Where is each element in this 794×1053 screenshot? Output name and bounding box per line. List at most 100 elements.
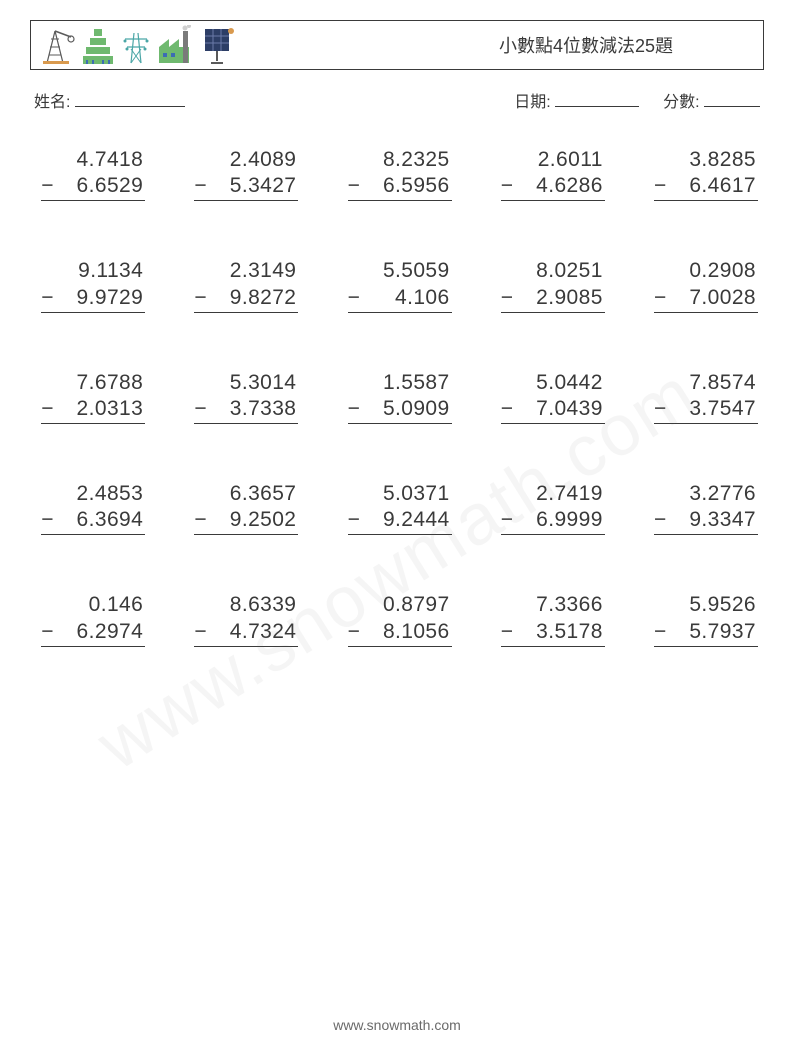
problem: 7.6788−2.0313 [41,369,145,424]
problem: 8.0251−2.9085 [501,257,605,312]
subtrahend: 2.0313 [55,397,145,421]
minuend: 3.8285 [654,146,758,174]
problem: 5.5059−4.106 [348,257,452,312]
problem: 5.9526−5.7937 [654,591,758,646]
operator: − [501,286,515,310]
operator: − [654,620,668,644]
minuend: 5.3014 [194,369,298,397]
subtrahend-row: −6.3694 [41,508,145,535]
minuend: 3.2776 [654,480,758,508]
operator: − [348,508,362,532]
subtrahend-row: −5.7937 [654,620,758,647]
subtrahend: 9.9729 [55,286,145,310]
subtrahend: 3.5178 [515,620,605,644]
operator: − [348,286,362,310]
operator: − [501,397,515,421]
subtrahend: 6.6529 [55,174,145,198]
operator: − [501,174,515,198]
solar-icon [201,25,235,65]
header-icons [41,25,235,65]
name-field: 姓名: [34,88,514,112]
minuend: 2.6011 [501,146,605,174]
subtrahend: 6.5956 [362,174,452,198]
subtrahend: 6.2974 [55,620,145,644]
subtrahend: 6.9999 [515,508,605,532]
worksheet-title: 小數點4位數減法25題 [235,32,753,58]
minuend: 5.0442 [501,369,605,397]
name-label: 姓名: [34,94,70,111]
subtrahend-row: −6.2974 [41,620,145,647]
minuend: 7.8574 [654,369,758,397]
minuend: 6.3657 [194,480,298,508]
operator: − [348,620,362,644]
operator: − [194,620,208,644]
score-label: 分數: [663,94,699,111]
title-bar: 小數點4位數減法25題 [30,20,764,70]
subtrahend-row: −4.106 [348,286,452,313]
minuend: 2.4089 [194,146,298,174]
minuend: 7.6788 [41,369,145,397]
problem: 3.8285−6.4617 [654,146,758,201]
problem: 8.6339−4.7324 [194,591,298,646]
problem: 5.0371−9.2444 [348,480,452,535]
subtrahend: 9.3347 [668,508,758,532]
problem: 9.1134−9.9729 [41,257,145,312]
minuend: 5.0371 [348,480,452,508]
footer-url: www.snowmath.com [0,1017,794,1033]
problem: 2.6011−4.6286 [501,146,605,201]
subtrahend: 7.0439 [515,397,605,421]
problem: 5.3014−3.7338 [194,369,298,424]
problem: 7.8574−3.7547 [654,369,758,424]
operator: − [501,620,515,644]
subtrahend: 4.6286 [515,174,605,198]
name-blank[interactable] [75,91,185,107]
date-field: 日期: [514,88,639,112]
subtrahend-row: −7.0028 [654,286,758,313]
meta-row: 姓名: 日期: 分數: [30,88,764,112]
subtrahend: 5.0909 [362,397,452,421]
problem: 2.3149−9.8272 [194,257,298,312]
minuend: 8.2325 [348,146,452,174]
problem: 0.8797−8.1056 [348,591,452,646]
subtrahend: 3.7547 [668,397,758,421]
operator: − [41,174,55,198]
subtrahend-row: −6.9999 [501,508,605,535]
date-blank[interactable] [555,91,639,107]
subtrahend: 7.0028 [668,286,758,310]
subtrahend-row: −6.6529 [41,174,145,201]
problem: 6.3657−9.2502 [194,480,298,535]
factory-icon [157,25,195,65]
operator: − [654,286,668,310]
subtrahend: 5.3427 [208,174,298,198]
plant-icon [81,25,115,65]
subtrahend: 4.106 [362,286,452,310]
operator: − [41,397,55,421]
score-blank[interactable] [704,91,760,107]
operator: − [41,620,55,644]
minuend: 8.0251 [501,257,605,285]
problem: 3.2776−9.3347 [654,480,758,535]
problem: 2.4089−5.3427 [194,146,298,201]
subtrahend: 6.3694 [55,508,145,532]
subtrahend-row: −9.2444 [348,508,452,535]
date-label: 日期: [514,94,550,111]
subtrahend-row: −9.8272 [194,286,298,313]
minuend: 2.7419 [501,480,605,508]
subtrahend-row: −6.4617 [654,174,758,201]
minuend: 9.1134 [41,257,145,285]
problem: 0.2908−7.0028 [654,257,758,312]
tower-icon [121,25,151,65]
problem: 7.3366−3.5178 [501,591,605,646]
operator: − [194,174,208,198]
subtrahend-row: −8.1056 [348,620,452,647]
operator: − [348,397,362,421]
operator: − [501,508,515,532]
minuend: 4.7418 [41,146,145,174]
subtrahend: 3.7338 [208,397,298,421]
minuend: 1.5587 [348,369,452,397]
problem: 5.0442−7.0439 [501,369,605,424]
problem: 2.4853−6.3694 [41,480,145,535]
subtrahend-row: −7.0439 [501,397,605,424]
minuend: 2.3149 [194,257,298,285]
operator: − [654,397,668,421]
